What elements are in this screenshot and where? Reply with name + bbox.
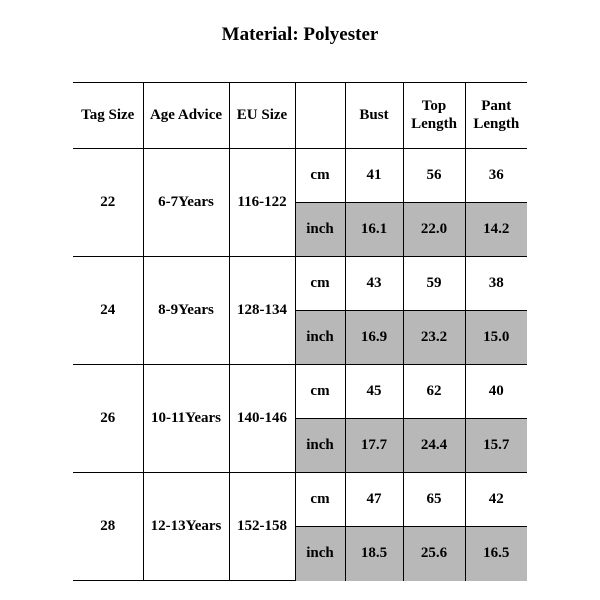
col-eu-size: EU Size [229,83,295,149]
cell-eu: 116-122 [229,149,295,257]
cell-pant-inch: 14.2 [465,203,527,257]
cell-tag: 28 [73,473,143,581]
col-pant-length: Pant Length [465,83,527,149]
cell-top-inch: 24.4 [403,419,465,473]
cell-tag: 26 [73,365,143,473]
cell-bust-inch: 16.9 [345,311,403,365]
cell-eu: 140-146 [229,365,295,473]
cell-top-cm: 56 [403,149,465,203]
size-chart-document: Material: Polyester Tag Size Age Advice … [0,0,600,600]
cell-pant-cm: 42 [465,473,527,527]
col-top-length: Top Length [403,83,465,149]
cell-pant-inch: 15.7 [465,419,527,473]
cell-bust-cm: 43 [345,257,403,311]
cell-bust-cm: 45 [345,365,403,419]
cell-top-cm: 62 [403,365,465,419]
cell-top-cm: 59 [403,257,465,311]
cell-top-inch: 25.6 [403,527,465,581]
material-title: Material: Polyester [0,24,600,46]
cell-unit-inch: inch [295,203,345,257]
cell-pant-inch: 16.5 [465,527,527,581]
col-tag-size: Tag Size [73,83,143,149]
cell-bust-inch: 16.1 [345,203,403,257]
cell-unit-cm: cm [295,473,345,527]
cell-pant-cm: 40 [465,365,527,419]
cell-pant-inch: 15.0 [465,311,527,365]
cell-top-cm: 65 [403,473,465,527]
table-row: 26 10-11Years 140-146 cm 45 62 40 [73,365,527,419]
cell-age: 10-11Years [143,365,229,473]
cell-unit-inch: inch [295,311,345,365]
cell-unit-cm: cm [295,365,345,419]
col-unit [295,83,345,149]
cell-tag: 22 [73,149,143,257]
cell-top-inch: 22.0 [403,203,465,257]
cell-age: 12-13Years [143,473,229,581]
cell-bust-cm: 41 [345,149,403,203]
cell-tag: 24 [73,257,143,365]
cell-eu: 128-134 [229,257,295,365]
col-age-advice: Age Advice [143,83,229,149]
cell-age: 8-9Years [143,257,229,365]
cell-top-inch: 23.2 [403,311,465,365]
table-row: 24 8-9Years 128-134 cm 43 59 38 [73,257,527,311]
table-row: 22 6-7Years 116-122 cm 41 56 36 [73,149,527,203]
cell-unit-cm: cm [295,149,345,203]
cell-age: 6-7Years [143,149,229,257]
cell-bust-cm: 47 [345,473,403,527]
size-table: Tag Size Age Advice EU Size Bust Top Len… [73,82,527,581]
cell-pant-cm: 38 [465,257,527,311]
col-bust: Bust [345,83,403,149]
table-row: 28 12-13Years 152-158 cm 47 65 42 [73,473,527,527]
cell-unit-inch: inch [295,419,345,473]
header-row: Tag Size Age Advice EU Size Bust Top Len… [73,83,527,149]
cell-bust-inch: 17.7 [345,419,403,473]
cell-eu: 152-158 [229,473,295,581]
cell-pant-cm: 36 [465,149,527,203]
cell-unit-inch: inch [295,527,345,581]
cell-unit-cm: cm [295,257,345,311]
cell-bust-inch: 18.5 [345,527,403,581]
